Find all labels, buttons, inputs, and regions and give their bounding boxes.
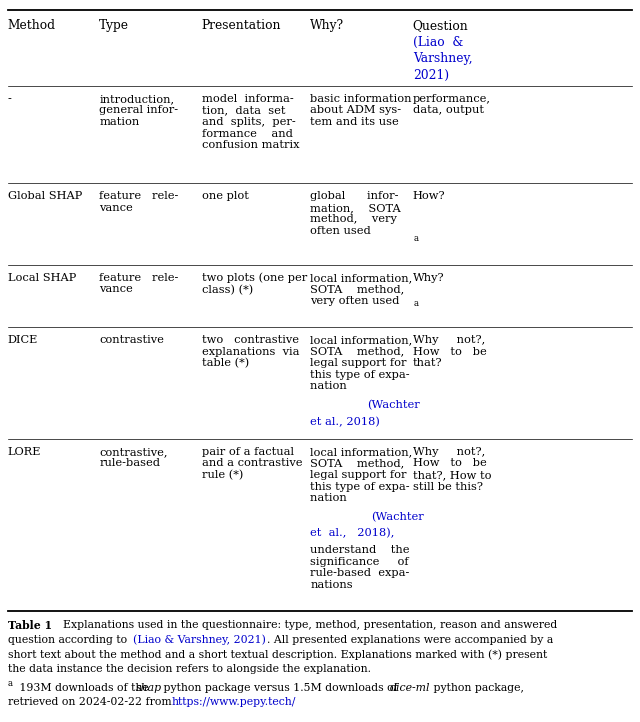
Text: et al., 2018): et al., 2018) <box>310 417 380 427</box>
Text: Why?: Why? <box>310 19 344 32</box>
Text: basic information
about ADM sys-
tem and its use: basic information about ADM sys- tem and… <box>310 94 412 127</box>
Text: (Liao & Varshney, 2021): (Liao & Varshney, 2021) <box>132 635 266 645</box>
Text: Why?: Why? <box>413 273 444 283</box>
Text: Method: Method <box>8 19 56 32</box>
Text: question according to: question according to <box>8 635 131 645</box>
Text: Question: Question <box>413 19 468 32</box>
Text: Why     not?,
How   to   be
that?, How to
still be this?: Why not?, How to be that?, How to still … <box>413 447 492 492</box>
Text: (Liao  &: (Liao & <box>413 35 463 48</box>
Text: two plots (one per
class) (*): two plots (one per class) (*) <box>202 273 307 295</box>
Text: python package,: python package, <box>430 683 524 693</box>
Text: understand    the
significance     of
rule-based  expa-
nations: understand the significance of rule-base… <box>310 545 410 590</box>
Text: et  al.,   2018),: et al., 2018), <box>310 529 395 539</box>
Text: https://www.pepy.tech/: https://www.pepy.tech/ <box>172 697 296 708</box>
Text: Table 1: Table 1 <box>8 620 52 631</box>
Text: local information,
SOTA    method,
legal support for
this type of expa-
nation: local information, SOTA method, legal su… <box>310 447 413 503</box>
Text: performance,
data, output: performance, data, output <box>413 94 491 116</box>
Text: a: a <box>413 299 418 308</box>
Text: -: - <box>8 94 12 104</box>
Text: python package versus 1.5M downloads of: python package versus 1.5M downloads of <box>161 683 402 693</box>
Text: a: a <box>413 234 418 243</box>
Text: short text about the method and a short textual description. Explanations marked: short text about the method and a short … <box>8 649 547 660</box>
Text: feature   rele-
vance: feature rele- vance <box>99 191 179 213</box>
Text: model  informa-
tion,  data  set
and  splits,  per-
formance    and
confusion ma: model informa- tion, data set and splits… <box>202 94 299 150</box>
Text: introduction,
general infor-
mation: introduction, general infor- mation <box>99 94 179 127</box>
Text: contrastive: contrastive <box>99 335 164 345</box>
Text: DICE: DICE <box>8 335 38 345</box>
Text: pair of a factual
and a contrastive
rule (*): pair of a factual and a contrastive rule… <box>202 447 302 480</box>
Text: local information,
SOTA    method,
very often used: local information, SOTA method, very oft… <box>310 273 413 306</box>
Text: . All presented explanations were accompanied by a: . All presented explanations were accomp… <box>268 635 554 645</box>
Text: shap: shap <box>136 683 161 693</box>
Text: Presentation: Presentation <box>202 19 281 32</box>
Text: a: a <box>8 679 13 687</box>
Text: Varshney,: Varshney, <box>413 52 472 65</box>
Text: 193M downloads of the: 193M downloads of the <box>16 683 152 693</box>
Text: one plot: one plot <box>202 191 248 201</box>
Text: local information,
SOTA    method,
legal support for
this type of expa-
nation: local information, SOTA method, legal su… <box>310 335 413 391</box>
Text: Local SHAP: Local SHAP <box>8 273 76 283</box>
Text: How?: How? <box>413 191 445 201</box>
Text: global      infor-
mation,    SOTA
method,    very
often used: global infor- mation, SOTA method, very … <box>310 191 401 236</box>
Text: LORE: LORE <box>8 447 41 457</box>
Text: retrieved on 2024-02-22 from: retrieved on 2024-02-22 from <box>8 697 175 708</box>
Text: (Wachter: (Wachter <box>367 400 420 410</box>
Text: Explanations used in the questionnaire: type, method, presentation, reason and a: Explanations used in the questionnaire: … <box>56 620 557 630</box>
Text: feature   rele-
vance: feature rele- vance <box>99 273 179 295</box>
Text: Why     not?,
How   to   be
that?: Why not?, How to be that? <box>413 335 486 368</box>
Text: contrastive,
rule-based: contrastive, rule-based <box>99 447 168 469</box>
Text: Global SHAP: Global SHAP <box>8 191 82 201</box>
Text: the data instance the decision refers to alongside the explanation.: the data instance the decision refers to… <box>8 664 371 674</box>
Text: dice-ml: dice-ml <box>390 683 430 693</box>
Text: two   contrastive
explanations  via
table (*): two contrastive explanations via table (… <box>202 335 299 369</box>
Text: Type: Type <box>99 19 129 32</box>
Text: (Wachter: (Wachter <box>371 511 424 522</box>
Text: 2021): 2021) <box>413 69 449 82</box>
